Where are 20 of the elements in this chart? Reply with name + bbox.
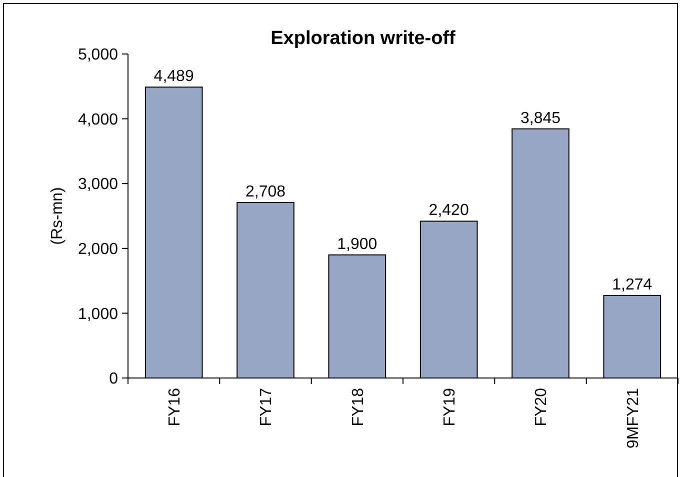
data-label: 3,845 xyxy=(520,110,561,127)
chart-title: Exploration write-off xyxy=(270,28,456,49)
y-tick-label: 2,000 xyxy=(78,241,118,258)
y-tick-label: 5,000 xyxy=(78,46,118,64)
data-label: 1,274 xyxy=(612,276,652,294)
y-tick-label: 3,000 xyxy=(78,176,118,194)
x-tick-label: FY17 xyxy=(258,388,276,426)
data-label: 1,900 xyxy=(337,236,378,253)
data-label: 2,708 xyxy=(245,184,286,201)
y-tick-label: 1,000 xyxy=(78,306,118,323)
data-label: 4,489 xyxy=(154,68,194,86)
x-tick-label: 9MFY21 xyxy=(624,388,642,448)
y-tick-label: 4,000 xyxy=(78,111,118,128)
y-axis-title: (Rs-mn) xyxy=(49,187,66,245)
data-label: 2,420 xyxy=(428,202,469,220)
x-tick-label: FY19 xyxy=(441,388,458,426)
x-tick-label: FY20 xyxy=(533,388,550,426)
y-tick-label: 0 xyxy=(109,370,118,388)
x-tick-label: FY18 xyxy=(350,388,367,426)
x-tick-label: FY16 xyxy=(166,388,184,426)
